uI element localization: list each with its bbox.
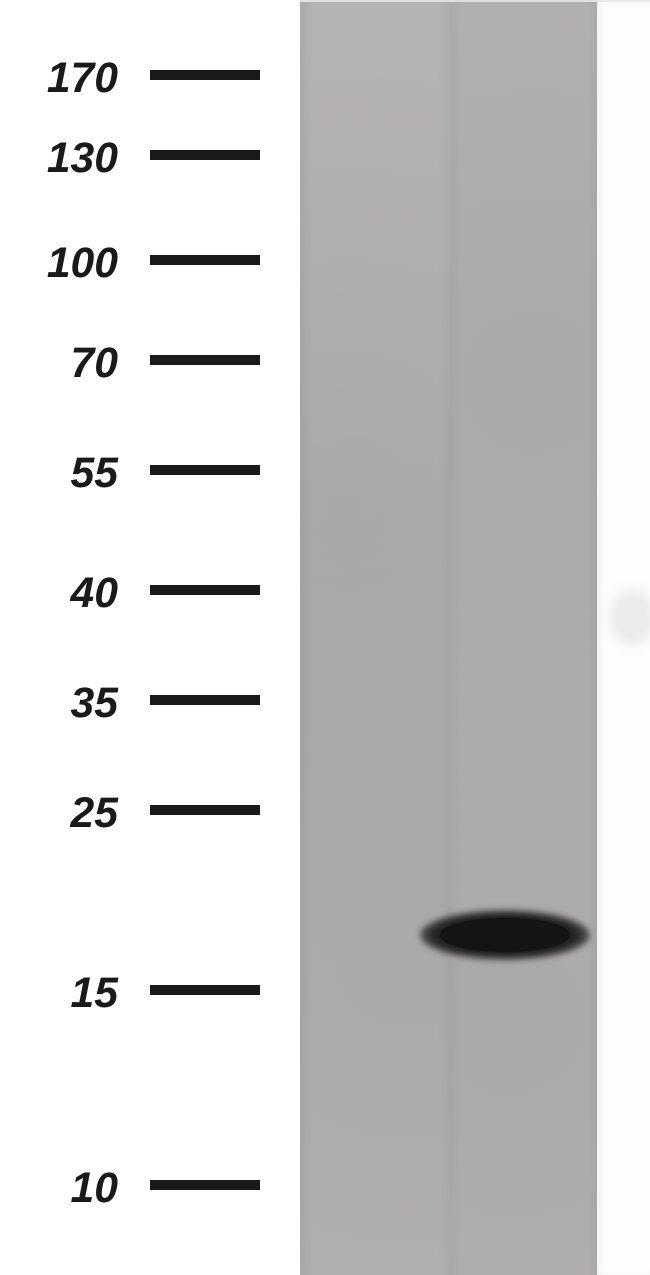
western-blot-figure: 170 130 100 70 55 40 35 25 15 10 [0, 0, 650, 1275]
blot-lane-1 [300, 0, 450, 1275]
mw-label-40: 40 [18, 569, 118, 618]
mw-label-15: 15 [18, 969, 118, 1018]
mw-tick-130 [150, 150, 260, 160]
membrane-top-edge [300, 0, 650, 2]
mw-label-70: 70 [18, 339, 118, 388]
protein-band-core [440, 918, 569, 951]
mw-label-100: 100 [18, 239, 118, 288]
mw-label-35: 35 [18, 679, 118, 728]
blot-lane-2 [450, 0, 600, 1275]
smudge-0 [610, 590, 650, 645]
mw-tick-55 [150, 465, 260, 475]
mw-label-170: 170 [18, 54, 118, 103]
mw-tick-35 [150, 695, 260, 705]
mw-label-130: 130 [18, 134, 118, 183]
mw-tick-15 [150, 985, 260, 995]
mw-tick-10 [150, 1180, 260, 1190]
mw-label-55: 55 [18, 449, 118, 498]
mw-label-10: 10 [18, 1164, 118, 1213]
mw-tick-100 [150, 255, 260, 265]
mw-tick-40 [150, 585, 260, 595]
mw-tick-170 [150, 70, 260, 80]
mw-tick-25 [150, 805, 260, 815]
mw-tick-70 [150, 355, 260, 365]
mw-label-25: 25 [18, 789, 118, 838]
